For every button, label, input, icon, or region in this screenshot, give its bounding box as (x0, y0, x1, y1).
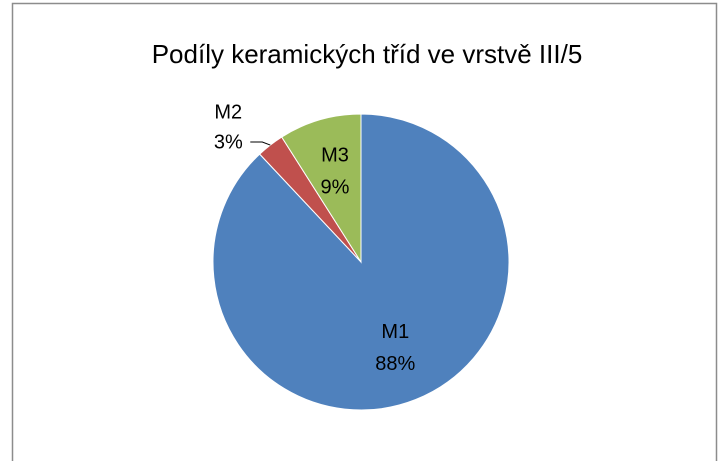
data-label-name: M1 (381, 321, 409, 343)
data-label-value: 9% (321, 177, 350, 199)
data-label-name: M2 (214, 101, 242, 123)
data-label-name: M3 (321, 145, 349, 167)
chart-title: Podíly keramických tříd ve vrstvě III/5 (152, 39, 583, 69)
data-label-value: 3% (214, 131, 243, 153)
data-label-value: 88% (375, 353, 415, 375)
leader-line (250, 141, 271, 146)
pie-slice (281, 113, 362, 264)
